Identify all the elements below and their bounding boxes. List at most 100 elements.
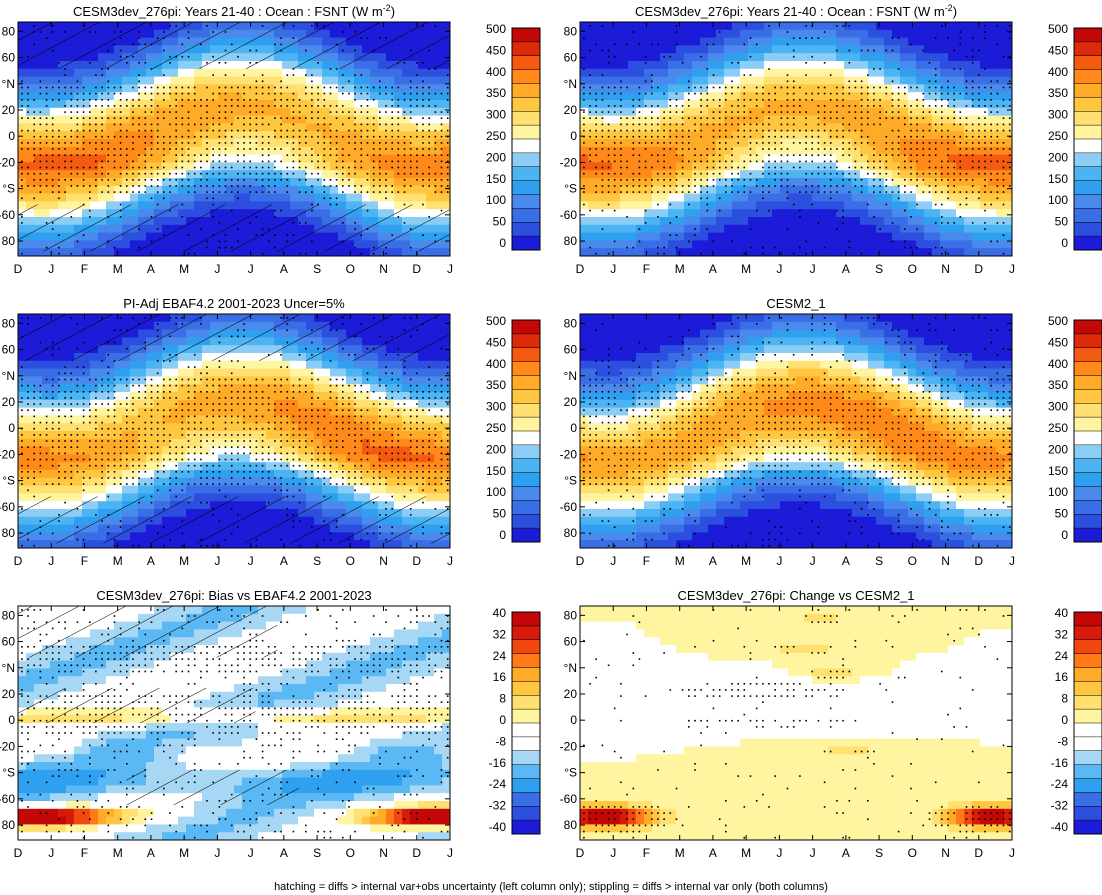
- heatmap-cell: [74, 162, 83, 171]
- heatmap-cell: [780, 248, 789, 256]
- heatmap-cell: [82, 84, 91, 93]
- stipple-dot: [163, 166, 165, 169]
- heatmap-cell: [820, 68, 829, 78]
- heatmap-cell: [780, 22, 789, 31]
- stipple-dot: [89, 117, 91, 119]
- heatmap-cell: [884, 154, 893, 163]
- heatmap-cell: [588, 217, 597, 226]
- heatmap-cell: [636, 107, 645, 117]
- heatmap-cell: [66, 139, 75, 148]
- heatmap-cell: [274, 193, 283, 202]
- heatmap-cell: [106, 68, 115, 78]
- heatmap-cell: [996, 224, 1005, 234]
- heatmap-cell: [820, 22, 829, 31]
- heatmap-cell: [290, 123, 299, 132]
- stipple-dot: [397, 154, 400, 156]
- heatmap-cell: [916, 232, 925, 241]
- heatmap-cell: [668, 232, 677, 241]
- colorbar-label: 50: [493, 215, 507, 229]
- heatmap-cell: [58, 107, 67, 117]
- stipple-dot: [255, 86, 258, 89]
- heatmap-cell: [604, 209, 613, 218]
- stipple-dot: [385, 197, 387, 200]
- heatmap-cell: [996, 185, 1005, 195]
- heatmap-cell: [724, 146, 733, 156]
- stipple-dot: [428, 142, 430, 144]
- heatmap-cell: [42, 115, 51, 124]
- heatmap-cell: [50, 68, 59, 78]
- stipple-dot: [89, 185, 91, 187]
- heatmap-cell: [868, 131, 877, 140]
- stipple-dot: [440, 160, 443, 163]
- heatmap-cell: [908, 68, 917, 78]
- stipple-dot: [193, 160, 196, 163]
- stipple-dot: [638, 166, 641, 169]
- stipple-dot: [33, 154, 35, 156]
- heatmap-cell: [588, 61, 597, 70]
- heatmap-cell: [900, 201, 909, 210]
- stipple-dot: [434, 92, 437, 95]
- heatmap-cell: [892, 146, 901, 156]
- heatmap-cell: [916, 37, 925, 46]
- heatmap-cell: [828, 146, 837, 156]
- heatmap-cell: [178, 115, 187, 124]
- heatmap-cell: [50, 107, 59, 117]
- heatmap-cell: [298, 154, 307, 163]
- heatmap-cell: [748, 131, 757, 140]
- heatmap-cell: [740, 248, 749, 256]
- stipple-dot: [601, 74, 604, 76]
- heatmap-cell: [660, 115, 669, 124]
- heatmap-cell: [588, 76, 597, 85]
- heatmap-cell: [306, 193, 315, 202]
- heatmap-cell: [298, 115, 307, 124]
- stipple-dot: [329, 111, 332, 113]
- heatmap-cell: [892, 232, 901, 241]
- heatmap-cell: [644, 68, 653, 78]
- heatmap-cell: [596, 162, 605, 171]
- stipple-dot: [397, 105, 400, 107]
- heatmap-cell: [210, 76, 219, 85]
- heatmap-cell: [764, 37, 773, 46]
- heatmap-cell: [780, 131, 789, 140]
- stipple-dot: [379, 191, 381, 193]
- stipple-dot: [712, 179, 715, 181]
- heatmap-cell: [724, 185, 733, 195]
- stipple-dot: [132, 142, 134, 144]
- stipple-dot: [335, 86, 338, 89]
- heatmap-cell: [836, 37, 845, 46]
- stipple-dot: [243, 117, 245, 119]
- stipple-dot: [440, 172, 443, 175]
- stipple-dot: [70, 166, 73, 169]
- heatmap-cell: [146, 68, 155, 78]
- heatmap-cell: [202, 248, 211, 256]
- stipple-dot: [224, 154, 227, 156]
- heatmap-cell: [972, 22, 981, 31]
- heatmap-cell: [708, 100, 717, 109]
- heatmap-cell: [426, 115, 435, 124]
- stipple-dot: [175, 111, 177, 113]
- stipple-dot: [651, 129, 653, 132]
- heatmap-cell: [266, 146, 275, 156]
- stipple-dot: [27, 185, 29, 187]
- heatmap-cell: [708, 193, 717, 202]
- heatmap-cell: [604, 139, 613, 148]
- heatmap-cell: [378, 76, 387, 85]
- stipple-dot: [317, 111, 319, 113]
- heatmap-cell: [756, 248, 765, 256]
- heatmap-cell: [812, 170, 821, 179]
- stipple-dot: [156, 123, 159, 126]
- heatmap-cell: [796, 154, 805, 163]
- heatmap-cell: [58, 131, 67, 140]
- stipple-dot: [391, 111, 393, 113]
- heatmap-cell: [708, 240, 717, 249]
- heatmap-cell: [860, 139, 869, 148]
- heatmap-cell: [98, 115, 107, 124]
- heatmap-cell: [1004, 92, 1012, 101]
- heatmap-cell: [138, 92, 147, 101]
- heatmap-cell: [202, 115, 211, 124]
- heatmap-cell: [82, 92, 91, 101]
- heatmap-cell: [604, 193, 613, 202]
- stipple-dot: [138, 135, 140, 138]
- heatmap-cell: [130, 178, 139, 187]
- stipple-dot: [280, 86, 282, 89]
